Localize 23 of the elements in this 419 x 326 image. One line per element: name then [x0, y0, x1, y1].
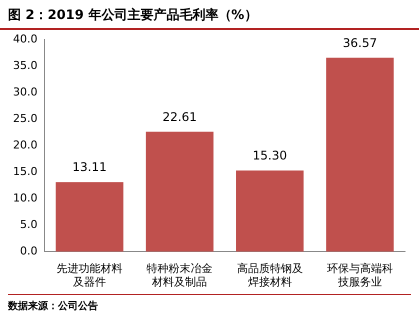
bar: [326, 58, 394, 252]
x-tick-label: 环保与高端科技服务业: [326, 262, 393, 288]
bar: [146, 132, 214, 252]
x-tick-label: 特种粉末冶金材料及制品: [146, 262, 213, 288]
bar: [56, 182, 124, 252]
y-tick-label: 25.0: [12, 112, 38, 125]
bar: [236, 170, 304, 252]
source-note: 数据来源：公司公告: [8, 300, 99, 313]
y-tick-label: 15.0: [12, 164, 38, 178]
x-tick-label: 先进功能材料及器件: [56, 262, 123, 288]
x-tick-label: 高品质特钢及焊接材料: [236, 262, 303, 288]
y-tick-label: 10.0: [12, 191, 38, 204]
y-tick-label: 0.0: [20, 244, 38, 258]
y-tick-label: 35.0: [12, 58, 38, 72]
data-label: 13.11: [72, 160, 107, 174]
data-label: 15.30: [252, 148, 287, 163]
data-label: 22.61: [162, 110, 197, 124]
chart-title: 图 2：2019 年公司主要产品毛利率（%）: [0, 0, 419, 30]
y-tick-label: 5.0: [20, 218, 38, 231]
y-tick-label: 40.0: [12, 32, 38, 46]
y-tick-label: 20.0: [12, 138, 38, 152]
y-tick-label: 30.0: [12, 85, 38, 98]
data-label: 36.57: [342, 36, 378, 50]
